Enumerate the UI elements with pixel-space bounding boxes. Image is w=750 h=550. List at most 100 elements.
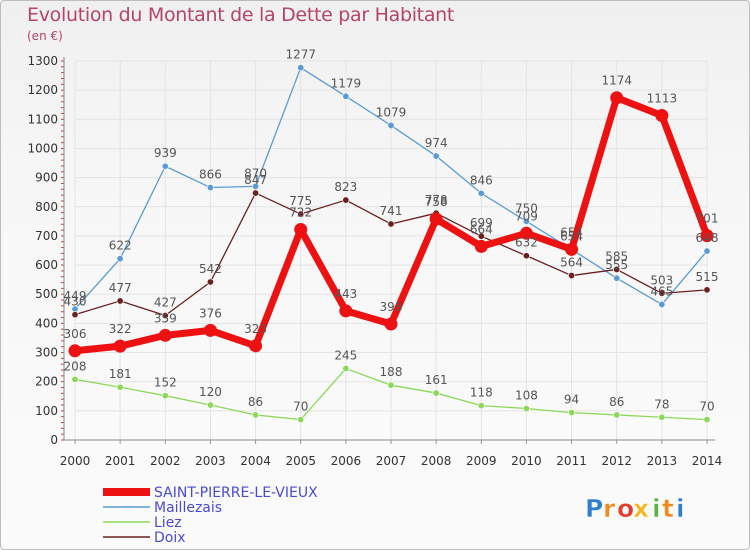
data-point [703, 247, 711, 255]
x-tick-label: 2004 [240, 454, 271, 468]
data-point [568, 409, 576, 417]
data-point [252, 182, 260, 190]
y-axis-ticks: 0 100 200 300 400 500 600 700 800 900 1000 1100 1200… [27, 54, 58, 447]
data-label: 152 [154, 376, 177, 390]
data-label: 1079 [376, 105, 407, 119]
data-point [700, 229, 714, 243]
x-axis-ticks: 2000 2001 2002 2003 2004 2005 2006 2007 2008 2009… [60, 454, 723, 468]
y-tick-label: 900 [35, 171, 58, 185]
data-point [71, 311, 79, 319]
y-tick-label: 1100 [27, 112, 58, 126]
data-label: 427 [154, 296, 177, 310]
x-tick-label: 2011 [556, 454, 587, 468]
data-label: 78 [654, 397, 669, 411]
data-label: 564 [560, 256, 583, 270]
logo-letter: i [676, 494, 685, 523]
x-tick-label: 2014 [692, 454, 723, 468]
y-tick-label: 1200 [27, 83, 58, 97]
data-point [610, 91, 624, 105]
x-tick-label: 2013 [647, 454, 678, 468]
data-point [252, 411, 260, 419]
data-label: 654 [560, 225, 583, 239]
data-point [613, 411, 621, 419]
data-point [384, 317, 398, 331]
x-tick-label: 2009 [466, 454, 497, 468]
data-point [658, 300, 666, 308]
data-point [565, 242, 579, 256]
data-label: 758 [425, 195, 448, 209]
data-label: 974 [425, 136, 448, 150]
data-label: 323 [244, 322, 267, 336]
x-tick-label: 2000 [60, 454, 91, 468]
y-tick-label: 500 [35, 287, 58, 301]
data-point [116, 297, 124, 305]
data-label: 515 [696, 270, 719, 284]
data-label: 750 [515, 201, 538, 215]
data-label: 632 [515, 236, 538, 250]
logo-letter: i [652, 494, 661, 523]
data-point [429, 212, 443, 226]
data-label: 503 [650, 273, 673, 287]
y-tick-label: 800 [35, 200, 58, 214]
y-tick-label: 300 [35, 346, 58, 360]
y-tick-label: 600 [35, 258, 58, 272]
data-label: 70 [293, 400, 308, 414]
data-point [161, 312, 169, 320]
legend-label: Liez [154, 515, 182, 531]
y-tick-label: 1300 [27, 54, 58, 68]
axes [61, 57, 715, 444]
data-point [432, 389, 440, 397]
legend-label: SAINT-PIERRE-LE-VIEUX [154, 485, 318, 501]
data-label: 477 [109, 281, 132, 295]
data-label: 866 [199, 168, 222, 182]
data-point [477, 232, 485, 240]
data-label: 1277 [285, 48, 316, 62]
data-point [297, 64, 305, 72]
chart-title: Evolution du Montant de la Dette par Hab… [27, 4, 455, 26]
data-label: 208 [64, 359, 87, 373]
data-point [568, 272, 576, 280]
data-point [252, 189, 260, 197]
data-label: 722 [289, 206, 312, 220]
data-label: 555 [605, 258, 628, 272]
y-tick-label: 100 [35, 404, 58, 418]
data-label: 306 [64, 327, 87, 341]
x-tick-label: 2010 [511, 454, 542, 468]
data-label: 778 [425, 193, 448, 207]
data-label: 245 [334, 349, 357, 363]
data-point [658, 289, 666, 297]
data-point [342, 365, 350, 373]
data-label: 741 [380, 204, 403, 218]
data-label: 443 [334, 287, 357, 301]
data-point [658, 413, 666, 421]
data-label: 430 [64, 295, 87, 309]
data-point [477, 402, 485, 410]
data-point [387, 121, 395, 129]
data-label: 542 [199, 262, 222, 276]
data-point [206, 401, 214, 409]
data-label: 870 [244, 166, 267, 180]
data-label: 939 [154, 146, 177, 160]
data-point [113, 339, 127, 353]
data-point [655, 109, 669, 123]
data-label: 1174 [601, 74, 632, 88]
data-point [68, 344, 82, 358]
data-point [342, 196, 350, 204]
data-point [474, 239, 488, 253]
data-label: 622 [109, 239, 132, 253]
data-label: 86 [609, 395, 624, 409]
x-tick-label: 2006 [331, 454, 362, 468]
data-point [158, 328, 172, 342]
logo-letter: t [662, 494, 674, 523]
data-point [387, 220, 395, 228]
data-point [522, 252, 530, 260]
data-label: 449 [64, 289, 87, 303]
data-label: 108 [515, 389, 538, 403]
y-tick-label: 700 [35, 229, 58, 243]
data-point [522, 217, 530, 225]
data-point [206, 278, 214, 286]
data-label: 699 [470, 216, 493, 230]
data-label: 709 [515, 209, 538, 223]
